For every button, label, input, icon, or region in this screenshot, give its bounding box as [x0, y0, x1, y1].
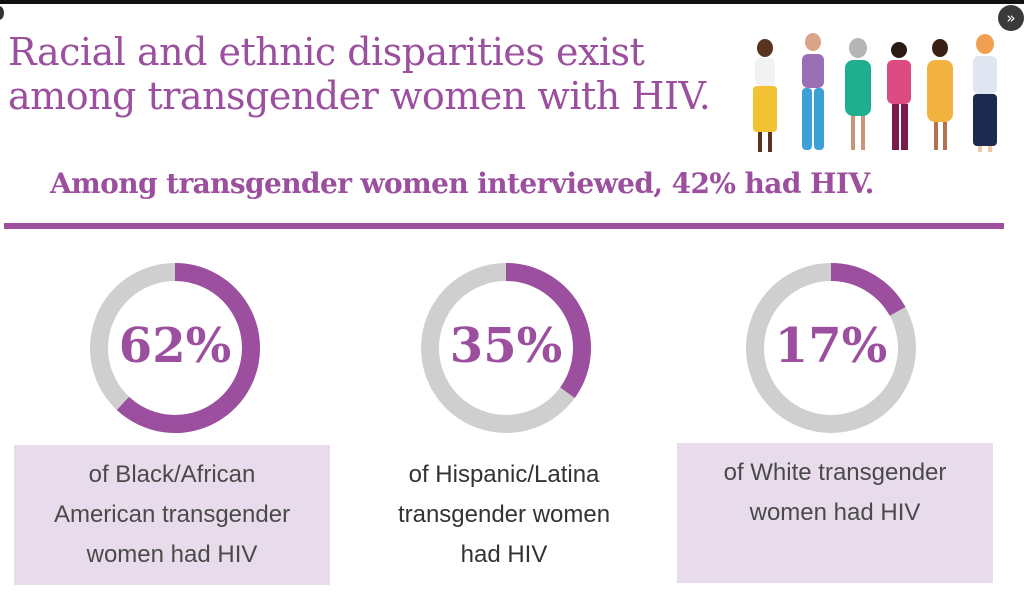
page-title: Racial and ethnic disparities exist amon…	[8, 30, 738, 118]
edge-handle	[0, 6, 4, 20]
caption-line: of Hispanic/Latina	[408, 461, 600, 488]
woman-figure-3	[845, 38, 871, 150]
top-bar	[0, 0, 1024, 4]
percent-label-black: 62%	[118, 318, 232, 374]
woman-figure-5	[927, 39, 953, 150]
women-group-illustration	[753, 33, 997, 152]
caption-line: of White transgender	[723, 459, 947, 486]
donut-arc-white	[830, 263, 906, 317]
double-chevron-right-icon: »	[1006, 9, 1016, 27]
title-line-2: among transgender women with HIV.	[8, 74, 711, 118]
percent-label-hispanic: 35%	[449, 318, 563, 374]
woman-figure-2	[802, 33, 824, 150]
title-line-1: Racial and ethnic disparities exist	[8, 30, 645, 74]
percent-label-white: 17%	[774, 318, 888, 374]
woman-figure-6	[973, 34, 997, 152]
caption-line: women had HIV	[749, 499, 921, 526]
caption-line: transgender women	[397, 501, 611, 528]
caption-line: women had HIV	[86, 541, 258, 568]
caption-line: American transgender	[53, 501, 291, 528]
woman-figure-1	[753, 39, 777, 152]
caption-white: of White transgender women had HIV	[677, 443, 993, 583]
section-divider	[4, 223, 1004, 229]
caption-line: had HIV	[460, 541, 548, 568]
caption-black: of Black/African American transgender wo…	[14, 445, 330, 585]
next-slide-button[interactable]: »	[998, 5, 1024, 31]
caption-hispanic: of Hispanic/Latina transgender women had…	[346, 445, 662, 585]
woman-figure-4	[887, 42, 911, 150]
summary-statement: Among transgender women interviewed, 42%…	[50, 167, 874, 200]
caption-line: of Black/African	[88, 461, 256, 488]
